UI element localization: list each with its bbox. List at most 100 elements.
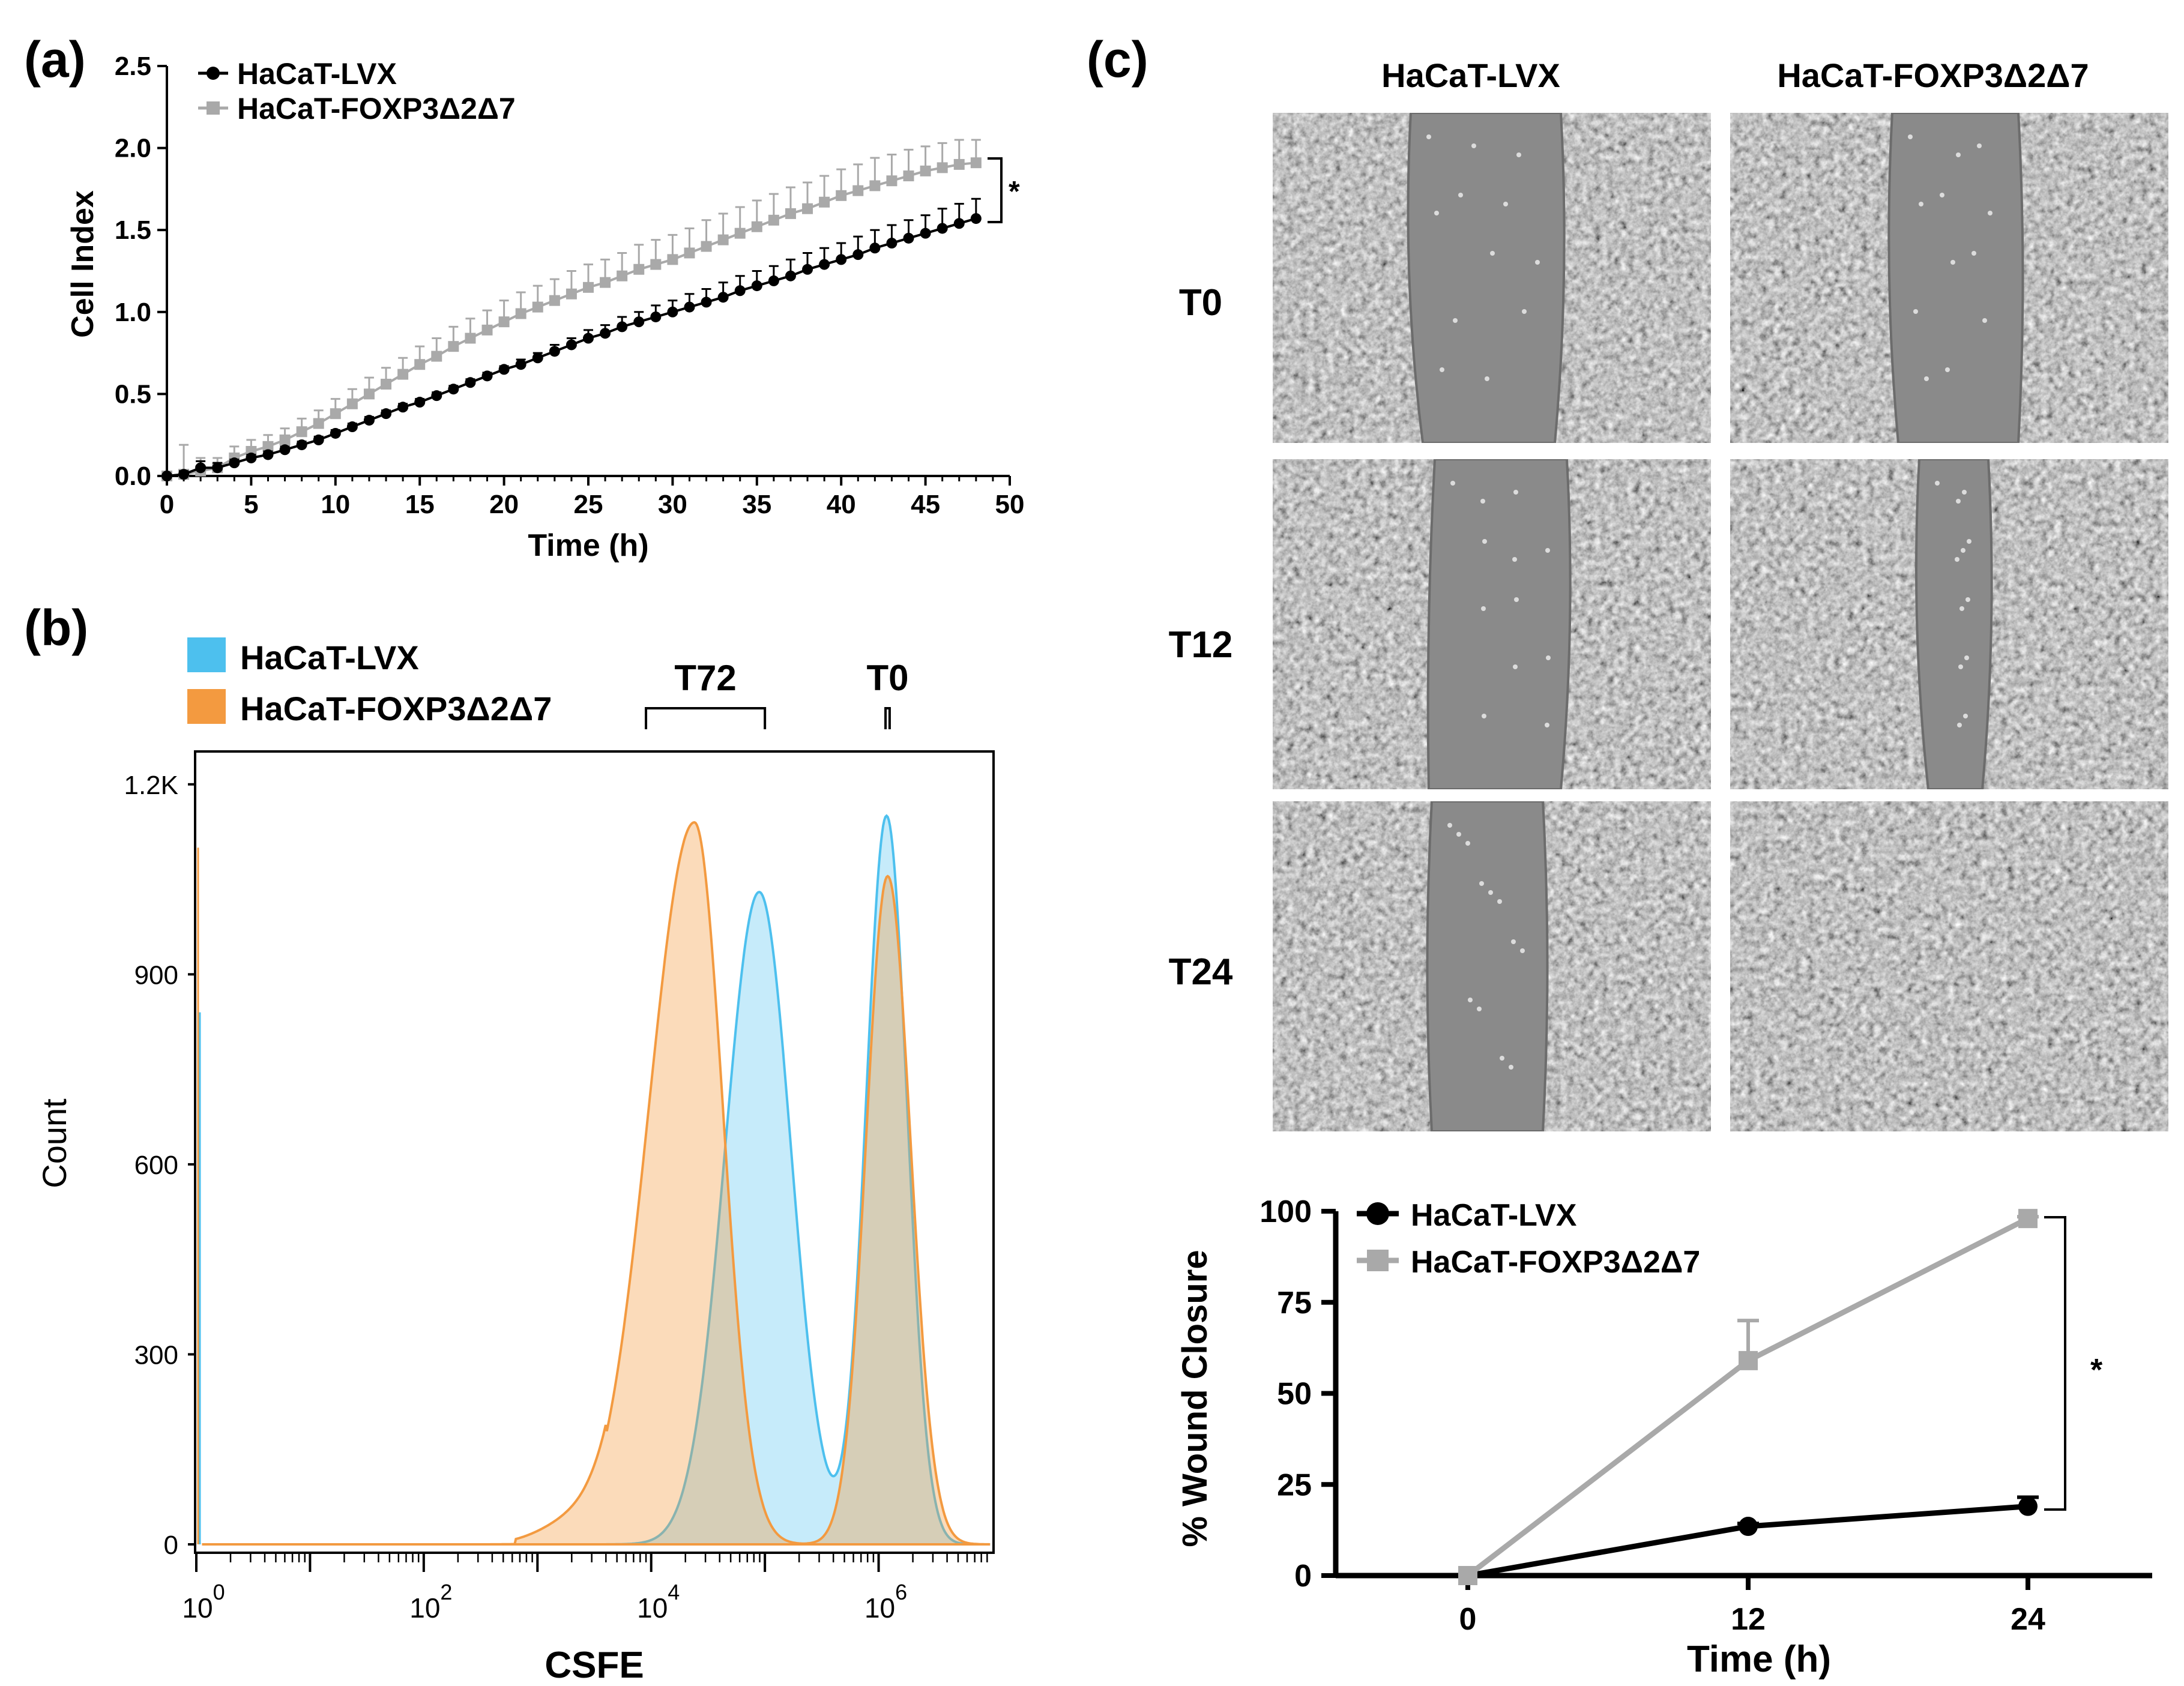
data-point [414,359,426,370]
data-point [836,190,847,201]
data-point [161,471,172,481]
y-tick-label: 2.0 [115,134,151,163]
data-point [751,280,762,292]
data-point [802,263,813,275]
cell-debris [1514,597,1519,602]
y-tick-label: 900 [134,960,178,990]
cell-debris [1500,1056,1504,1061]
data-point [296,426,307,438]
chart-a-significance: * [988,157,1020,223]
micrograph-column-hacat-foxp3: HaCaT-FOXP3Δ2Δ7 [1777,56,2089,94]
cell-debris [1958,664,1963,669]
cell-debris [1940,193,1944,197]
cell-debris [1477,1007,1482,1011]
cell-debris [1447,823,1452,828]
data-point [330,427,341,439]
legend-swatch-hacat-lvx [187,637,226,672]
series-line [1467,1504,2029,1579]
cell-debris [1482,539,1487,544]
wound-gap [1916,459,1992,789]
cell-debris [1965,597,1970,602]
cell-debris [1482,714,1486,718]
data-point [617,321,628,333]
chart-b-legend: HaCaT-LVX HaCaT-FOXP3Δ2Δ7 [187,637,552,727]
cell-debris [1471,143,1476,148]
legend-marker-hacat-lvx [1357,1202,1399,1225]
y-tick-label: 0.5 [115,379,151,409]
gate-t72-label: T72 [674,658,736,698]
data-point [836,254,847,265]
cell-debris [1480,499,1485,504]
data-point [650,311,662,322]
data-point [549,295,560,306]
data-point [313,434,324,445]
cell-debris [1919,202,1923,206]
legend-label-hacat-foxp3: HaCaT-FOXP3Δ2Δ7 [240,690,552,727]
data-point [212,462,223,474]
data-point [178,469,190,480]
cell-debris [1988,211,1992,215]
panel-label-b: (b) [24,600,88,656]
data-point [515,359,526,370]
legend-label-hacat-foxp3: HaCaT-FOXP3Δ2Δ7 [1411,1245,1700,1280]
gate-t72 [645,707,767,729]
cell-debris [1481,606,1486,611]
x-tick-label: 24 [2011,1602,2045,1637]
cell-debris [1961,548,1965,553]
data-point [633,316,645,328]
micrograph-hacat-lvx-t0 [1273,113,1711,443]
micrograph-grid: HaCaT-LVX HaCaT-FOXP3Δ2Δ7 T0 T12 T24 [1169,56,2168,1131]
data-point [363,415,375,426]
wound-edge [1426,801,1549,1131]
data-point [465,377,476,388]
gate-t0 [884,707,891,729]
legend-marker-hacat-foxp3 [1357,1250,1399,1271]
data-point [717,234,729,245]
wound-edge [1915,459,1993,789]
y-tick-label: 100 [1259,1194,1312,1229]
data-point [600,277,611,288]
data-point [886,238,897,249]
cell-debris [1450,481,1455,486]
x-tick-label: 15 [405,490,435,519]
wound-edge [1887,113,2024,443]
y-tick-label: 25 [1277,1468,1312,1502]
data-point [970,213,982,224]
x-tick-label: 35 [742,490,771,519]
y-tick-label: 300 [134,1340,178,1370]
data-point [734,285,746,297]
data-point [346,421,358,433]
cell-debris [1485,376,1489,381]
gate-t0-label: T0 [866,658,908,698]
legend-swatch-hacat-foxp3 [187,689,226,724]
data-point [448,384,459,395]
y-tick-label: 0.0 [115,462,151,491]
data-point [684,247,695,259]
cell-debris [1456,832,1461,837]
chart-a: 0 5 10 15 20 25 30 35 40 45 50 0.0 0.5 1.0 1.5 2.0 2.5 C… [65,52,1024,563]
data-point [498,316,510,328]
data-point [903,232,914,244]
chart-c-xlabel: Time (h) [1687,1639,1831,1680]
cell-debris [1935,481,1940,486]
wound-gap [1428,459,1570,789]
micrograph-hacat-foxp3-t0 [1730,113,2168,443]
data-point [397,369,409,380]
data-point [751,221,762,232]
cell-debris [1956,499,1961,504]
cell-debris [1520,948,1525,953]
data-point [330,408,341,420]
micrograph-hacat-lvx-t24 [1273,801,1711,1131]
chart-c-legend: HaCaT-LVX HaCaT-FOXP3Δ2Δ7 [1357,1198,1700,1280]
data-point [346,398,358,409]
y-tick-label: 0 [164,1531,178,1560]
data-point [397,402,409,413]
data-point [363,388,375,400]
data-point [785,208,796,219]
data-point [768,214,779,226]
data-point [920,165,931,176]
cell-debris [1497,899,1502,904]
chart-b-ylabel: Count [35,1098,73,1188]
data-point [2018,1496,2038,1516]
chart-a-ylabel: Cell Index [65,190,100,338]
